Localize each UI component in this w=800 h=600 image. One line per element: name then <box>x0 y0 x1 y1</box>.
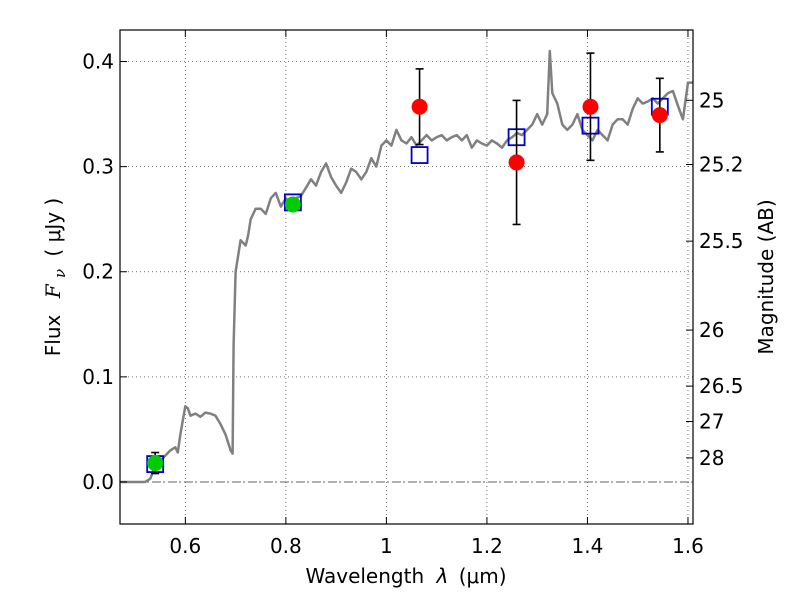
x-tick-label: 1 <box>380 534 393 558</box>
y-tick-label: 0.4 <box>82 50 114 74</box>
x-axis-title: Wavelength λ (μm) <box>305 564 506 588</box>
x-tick-label: 0.6 <box>169 534 201 558</box>
model-spectrum-line <box>120 49 693 484</box>
x-tick-label: 0.8 <box>270 534 302 558</box>
grid <box>120 30 693 524</box>
right-tick-label: 25.2 <box>699 153 744 177</box>
right-tick-label: 27 <box>699 410 724 434</box>
observed-point-red <box>651 107 668 124</box>
right-tick-label: 26 <box>699 318 724 342</box>
observed-point-red <box>411 98 428 115</box>
y-tick-label: 0.2 <box>82 260 114 284</box>
data-points <box>146 52 669 475</box>
observed-point-green <box>147 455 164 472</box>
y-tick-label: 0.0 <box>82 470 114 494</box>
y-tick-label: 0.3 <box>82 155 114 179</box>
y-tick-label: 0.1 <box>82 365 114 389</box>
right-axis-title: Magnitude (AB) <box>754 199 778 354</box>
right-tick-label: 25 <box>699 88 724 112</box>
y-axis-title: Flux F ν ( μJy ) <box>41 198 70 356</box>
plot-frame <box>119 29 694 525</box>
model-photometry-square <box>410 146 429 164</box>
observed-point-green <box>284 196 301 213</box>
x-tick-label: 1.4 <box>572 534 604 558</box>
x-tick-label: 1.2 <box>471 534 503 558</box>
x-tick-label: 1.6 <box>672 534 704 558</box>
axis-ticks: 0.6 0.8 1 1.2 1.4 1.6 0.0 0.1 0.2 0.3 0.4 25 25.2 25.… <box>82 30 744 558</box>
observed-point-red <box>582 98 599 115</box>
right-tick-label: 28 <box>699 446 724 470</box>
observed-point-red <box>508 154 525 171</box>
right-tick-label: 25.5 <box>699 229 744 253</box>
right-tick-label: 26.5 <box>699 374 744 398</box>
